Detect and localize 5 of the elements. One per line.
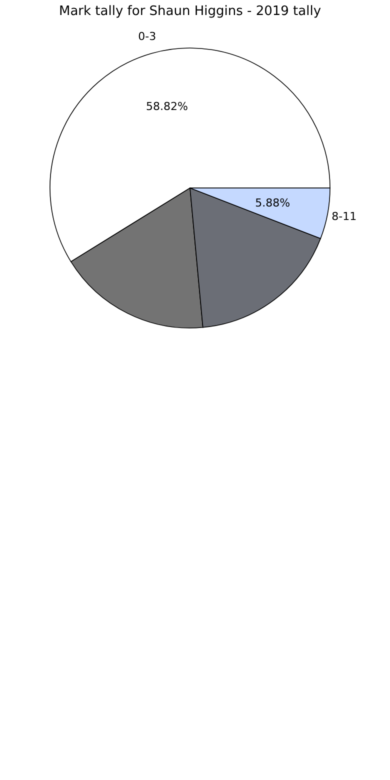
slice-label: 8-11 <box>332 210 357 223</box>
chart-title: Mark tally for Shaun Higgins - 2019 tally <box>58 4 322 19</box>
slice-label: 0-3 <box>138 30 156 44</box>
data-label: 58.82% <box>146 100 188 114</box>
data-label: 5.88% <box>255 196 290 210</box>
